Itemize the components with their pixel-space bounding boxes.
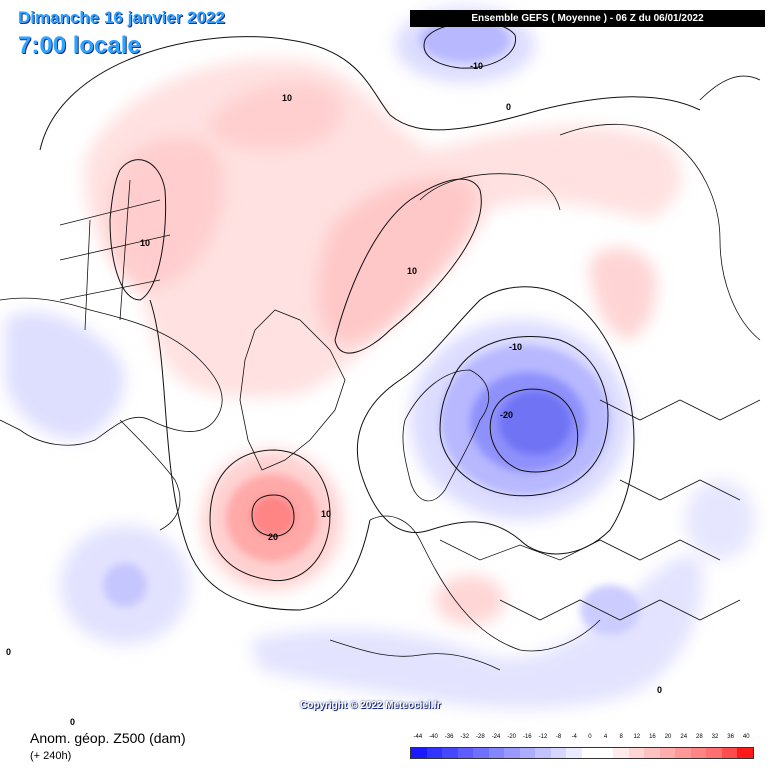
contour-lines [39, 21, 701, 611]
contour-label-c: 10 [282, 93, 292, 103]
contour-label-j: 0 [6, 647, 11, 657]
copyright: Copyright © 2022 Meteociel.fr [300, 700, 441, 711]
contour-label-k: 0 [657, 685, 662, 695]
color-scale-bar [410, 747, 754, 759]
scale-tick-label: -36 [444, 734, 454, 740]
scale-swatch [426, 748, 443, 758]
anomaly-shading [5, 7, 755, 709]
scale-swatch [613, 748, 629, 758]
scale-tick-label: -8 [555, 734, 562, 740]
scale-tick-label: 16 [649, 734, 656, 740]
scale-swatch [675, 748, 691, 758]
scale-tick-label: -4 [571, 734, 577, 740]
scale-tick-label: 8 [619, 734, 623, 740]
scale-swatch [690, 748, 707, 758]
scale-swatch [737, 748, 754, 758]
scale-swatch [706, 748, 722, 758]
scale-swatch [519, 748, 536, 758]
scale-tick-label: -20 [507, 734, 516, 740]
lead-time: (+ 240h) [30, 750, 72, 762]
scale-tick-label: 20 [664, 734, 672, 740]
scale-tick-label: -40 [429, 734, 438, 740]
scale-swatch [566, 748, 583, 758]
contour-label-d: 10 [140, 238, 150, 248]
color-scale-ticks: -44 -40 -36 -32 -28 -24 -20 -16 -12 -8 -4 0 4 8 12 16 20… [410, 734, 754, 744]
scale-tick-label: 36 [727, 734, 734, 740]
model-run-banner: Ensemble GEFS ( Moyenne ) - 06 Z du 06/0… [410, 10, 765, 27]
contour-label-i: 20 [268, 532, 278, 542]
scale-tick-label: 12 [633, 734, 641, 740]
scale-tick-label: 40 [742, 734, 750, 740]
scale-tick-label: -16 [522, 734, 532, 740]
scale-tick-label: 4 [603, 734, 608, 740]
geography-lines [0, 75, 761, 671]
contour-label-f: -10 [509, 342, 522, 352]
scale-swatch [473, 748, 489, 758]
scale-tick-label: 24 [680, 734, 688, 740]
scale-tick-label: -28 [476, 734, 485, 740]
scale-tick-label: 32 [711, 734, 719, 740]
contour-label-g: -20 [500, 410, 513, 420]
scale-tick-label: 0 [588, 734, 592, 740]
scale-tick-label: 28 [696, 734, 703, 740]
scale-swatch [504, 748, 520, 758]
scale-swatch [628, 748, 645, 758]
contour-label-a: -10 [470, 61, 483, 71]
scale-tick-label: -12 [538, 734, 548, 740]
field-label: Anom. géop. Z500 (dam) [30, 730, 186, 746]
valid-date: Dimanche 16 janvier 2022 [18, 8, 225, 27]
scale-tick-label: -24 [491, 734, 501, 740]
contour-label-h: 10 [321, 509, 331, 519]
scale-swatch [550, 748, 567, 758]
scale-swatch [442, 748, 458, 758]
scale-swatch [488, 748, 505, 758]
scale-swatch [411, 748, 427, 758]
scale-swatch [597, 748, 614, 758]
valid-time: 7:00 locale [18, 32, 141, 59]
scale-swatch [644, 748, 660, 758]
color-scale: -44 -40 -36 -32 -28 -24 -20 -16 -12 -8 -4 0 4 8 12 16 20… [410, 734, 754, 764]
contour-label-b: 0 [506, 102, 511, 112]
scale-swatch [457, 748, 474, 758]
scale-tick-label: -44 [413, 734, 423, 740]
scale-swatch [535, 748, 551, 758]
scale-swatch [659, 748, 676, 758]
scale-swatch [721, 748, 738, 758]
contour-label-stray: 0 [70, 717, 75, 727]
contour-labels: -10 0 10 10 10 -10 -20 10 20 0 0 0 [6, 61, 662, 727]
scale-swatch [582, 748, 598, 758]
contour-label-e: 10 [407, 266, 417, 276]
scale-tick-label: -32 [460, 734, 470, 740]
